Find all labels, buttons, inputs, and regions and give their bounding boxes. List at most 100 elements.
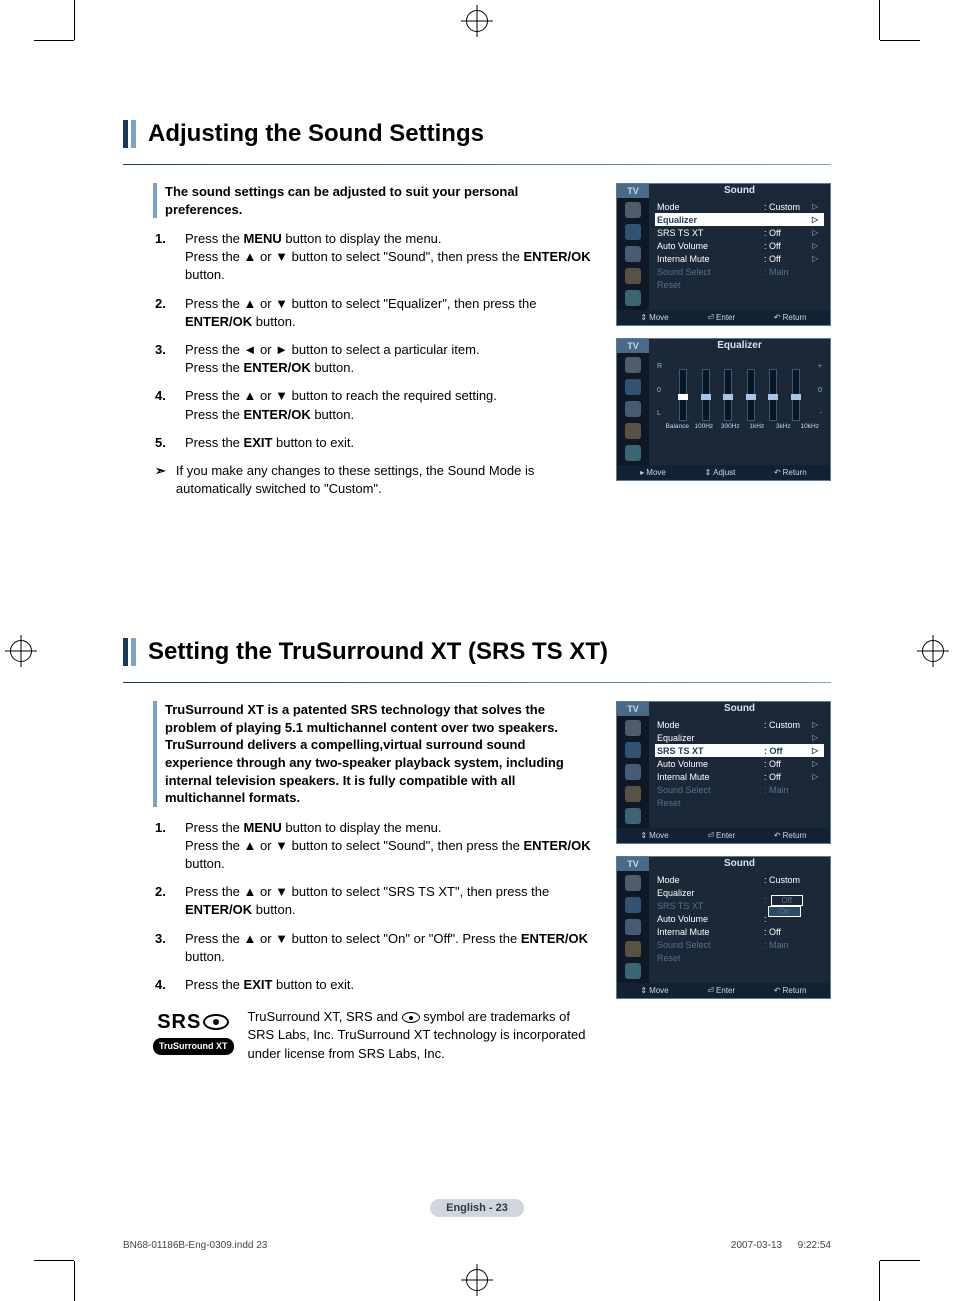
osd-row: Equalizer ▷ (655, 731, 824, 744)
osd-row: Sound Select: Main (655, 938, 824, 951)
imprint-filename: BN68-01186B-Eng-0309.indd 23 (123, 1240, 267, 1251)
osd-side-icon (625, 963, 641, 979)
step-item: Press the ◄ or ► button to select a part… (155, 341, 596, 377)
srs-logo: SRS TruSurround XT (153, 1008, 234, 1063)
osd-row: Auto Volume: Off ▷ (655, 239, 824, 252)
osd-row: Auto Volume: Off ▷ (655, 757, 824, 770)
eq-r-label: R (657, 363, 665, 370)
crop-mark (879, 1261, 880, 1301)
instruction-text: TruSurround XT is a patented SRS technol… (123, 701, 596, 1062)
osd-title: Equalizer (649, 339, 830, 353)
eq-band (679, 369, 687, 421)
instruction-text: The sound settings can be adjusted to su… (123, 183, 596, 498)
return-icon: ↶ (774, 313, 781, 322)
eq-band (792, 369, 800, 421)
osd-side-icon (625, 941, 641, 957)
step-item: Press the MENU button to display the men… (155, 819, 596, 874)
page-content: Adjusting the Sound Settings The sound s… (75, 40, 879, 1261)
return-icon: ↶ (774, 468, 781, 477)
section-title: Setting the TruSurround XT (SRS TS XT) (148, 638, 608, 666)
osd-row: SRS TS XT:OffOn (655, 899, 824, 912)
osd-equalizer: TV Equalizer R 0 L +0- (616, 338, 831, 481)
osd-row: Mode: Custom ▷ (655, 718, 824, 731)
step-item: Press the ▲ or ▼ button to select "On" o… (155, 930, 596, 966)
osd-tv-label: TV (617, 184, 649, 198)
section-title-row: Setting the TruSurround XT (SRS TS XT) (123, 638, 831, 666)
osd-side-icon (625, 875, 641, 891)
srs-symbol-icon (402, 1012, 420, 1023)
eq-band-label: 100Hz (692, 423, 717, 430)
option-value: Off (771, 895, 804, 906)
osd-row: Internal Mute: Off (655, 925, 824, 938)
osd-row: Reset (655, 951, 824, 964)
trademark-text: TruSurround XT, SRS and symbol are trade… (248, 1008, 597, 1063)
osd-sidebar (617, 353, 649, 465)
eq-band (702, 369, 710, 421)
osd-main: Mode: Custom ▷ Equalizer ▷ SRS TS XT: Of… (649, 198, 830, 310)
title-accent-bars (123, 638, 136, 666)
osd-main: Mode: Custom Equalizer SRS TS XT:OffOn A… (649, 871, 830, 983)
osd-side-icon (625, 202, 641, 218)
osd-row: Reset (655, 278, 824, 291)
osd-footer: ▸Move ⇕ Adjust ↶ Return (617, 465, 830, 480)
eq-band-label: 3kHz (771, 423, 796, 430)
osd-main: Mode: Custom ▷ Equalizer ▷ SRS TS XT: Of… (649, 716, 830, 828)
osd-row: Equalizer ▷ (655, 213, 824, 226)
crop-mark (880, 40, 920, 41)
osd-row: Mode: Custom ▷ (655, 200, 824, 213)
crop-mark (34, 40, 74, 41)
section-adjusting-sound: Adjusting the Sound Settings The sound s… (123, 120, 831, 498)
osd-title: Sound (649, 184, 830, 198)
srs-oval-icon (203, 1014, 229, 1030)
registration-mark-icon (922, 640, 944, 662)
intro-text: TruSurround XT is a patented SRS technol… (165, 701, 596, 806)
osd-sidebar (617, 871, 649, 983)
srs-pill: TruSurround XT (153, 1038, 234, 1055)
step-item: Press the EXIT button to exit. (155, 976, 596, 994)
updown-icon: ⇕ (640, 986, 647, 995)
updown-icon: ⇕ (704, 468, 711, 477)
eq-band (747, 369, 755, 421)
title-accent-bars (123, 120, 136, 148)
step-list: Press the MENU button to display the men… (153, 230, 596, 452)
osd-sound-menu-srs-options: TV Sound Mode: Custom Equalizer SRS TS X… (616, 856, 831, 999)
eq-l-label: L (657, 410, 665, 417)
intro-accent-bar (153, 183, 157, 218)
osd-row: Mode: Custom (655, 873, 824, 886)
note: ➣ If you make any changes to these setti… (153, 462, 596, 498)
return-icon: ↶ (774, 831, 781, 840)
intro-accent-bar (153, 701, 157, 806)
osd-side-icon (625, 919, 641, 935)
step-item: Press the EXIT button to exit. (155, 434, 596, 452)
osd-tv-label: TV (617, 339, 649, 353)
osd-sidebar (617, 198, 649, 310)
osd-screenshots: TV Sound Mode: Custom ▷ Equalizer ▷ SRS … (616, 701, 831, 1062)
enter-icon: ⏎ (707, 831, 714, 840)
osd-side-icon (625, 786, 641, 802)
osd-side-icon (625, 742, 641, 758)
title-underline (123, 164, 831, 165)
crop-mark (880, 1260, 920, 1261)
osd-tv-label: TV (617, 702, 649, 716)
step-item: Press the ▲ or ▼ button to select "Equal… (155, 295, 596, 331)
osd-row: Internal Mute: Off ▷ (655, 770, 824, 783)
note-text: If you make any changes to these setting… (176, 462, 596, 498)
osd-side-icon (625, 720, 641, 736)
crop-mark (34, 1260, 74, 1261)
registration-mark-icon (466, 10, 488, 32)
osd-row: SRS TS XT: Off ▷ (655, 744, 824, 757)
osd-sound-menu-srs: TV Sound Mode: Custom ▷ Equalizer ▷ SRS … (616, 701, 831, 844)
imprint-timestamp: 2007-03-13 9:22:54 (731, 1240, 831, 1251)
enter-icon: ⏎ (707, 986, 714, 995)
page-number: English - 23 (430, 1199, 524, 1217)
osd-side-icon (625, 897, 641, 913)
intro-text: The sound settings can be adjusted to su… (165, 183, 596, 218)
osd-row: SRS TS XT: Off ▷ (655, 226, 824, 239)
section-title: Adjusting the Sound Settings (148, 120, 484, 148)
osd-sidebar (617, 716, 649, 828)
registration-mark-icon (10, 640, 32, 662)
srs-brand-text: SRS (157, 1008, 201, 1036)
osd-tv-label: TV (617, 857, 649, 871)
note-arrow-icon: ➣ (153, 462, 166, 498)
step-item: Press the ▲ or ▼ button to reach the req… (155, 387, 596, 423)
